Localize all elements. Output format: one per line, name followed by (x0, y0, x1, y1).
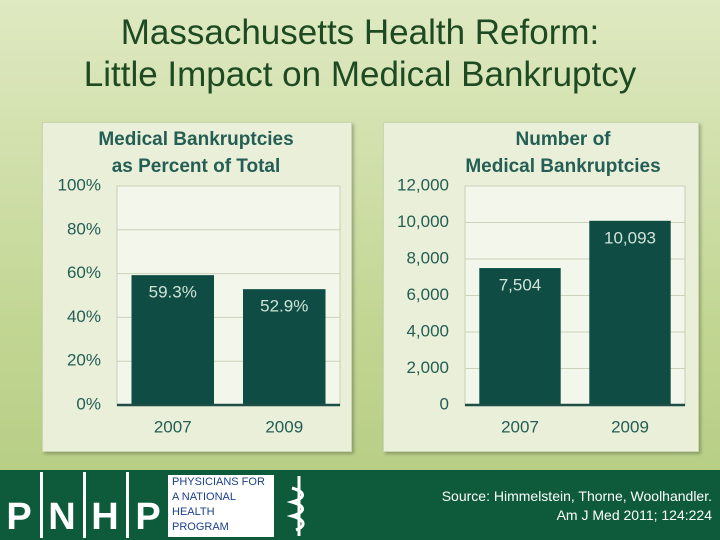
y-tick-label: 0 (440, 394, 449, 413)
charts: 0% 20% 40% 60% 80% 100% 2007 59.3% 2009 52.9% 0 2,0… (58, 175, 686, 436)
chart-title: Number of Medical Bankruptcies (465, 129, 661, 177)
y-tick-label: 100% (58, 175, 101, 194)
logo-text: PHYSICIANS FOR A NATIONAL HEALTH PROGRAM (168, 475, 274, 537)
bar (242, 289, 326, 405)
footer-band (0, 470, 720, 540)
x-tick-label: 2007 (154, 417, 192, 436)
logo-separator (83, 472, 86, 538)
logo-separator (126, 472, 129, 538)
value-label: 10,093 (604, 228, 656, 247)
bar (479, 268, 561, 405)
logo-letter: P (6, 496, 32, 538)
y-tick-label: 40% (67, 307, 101, 326)
y-tick-label: 4,000 (406, 321, 449, 340)
y-tick-label: 2,000 (406, 358, 449, 377)
logo-icon (286, 476, 305, 536)
y-tick-label: 12,000 (397, 175, 449, 194)
logo-letter: P (135, 496, 161, 538)
y-tick-label: 60% (67, 263, 101, 282)
y-tick-label: 0% (76, 394, 101, 413)
logo-letter: H (91, 496, 119, 538)
value-label: 59.3% (149, 283, 197, 302)
y-tick-label: 20% (67, 351, 101, 370)
logo-letter: N (48, 496, 76, 538)
bar (131, 275, 215, 405)
y-tick-label: 6,000 (406, 285, 449, 304)
chart-title: Medical Bankruptcies as Percent of Total (98, 129, 294, 177)
source-note: Source: Himmelstein, Thorne, Woolhandler… (441, 488, 712, 523)
value-label: 52.9% (260, 297, 308, 316)
x-tick-label: 2009 (265, 417, 303, 436)
y-tick-label: 80% (67, 219, 101, 238)
y-tick-label: 8,000 (406, 248, 449, 267)
x-tick-label: 2009 (611, 417, 649, 436)
value-label: 7,504 (499, 276, 542, 295)
x-tick-label: 2007 (501, 417, 539, 436)
bar (589, 220, 671, 405)
y-tick-label: 10,000 (397, 212, 449, 231)
logo-separator (40, 472, 43, 538)
slide-title: Massachusetts Health Reform: Little Impa… (83, 13, 637, 94)
